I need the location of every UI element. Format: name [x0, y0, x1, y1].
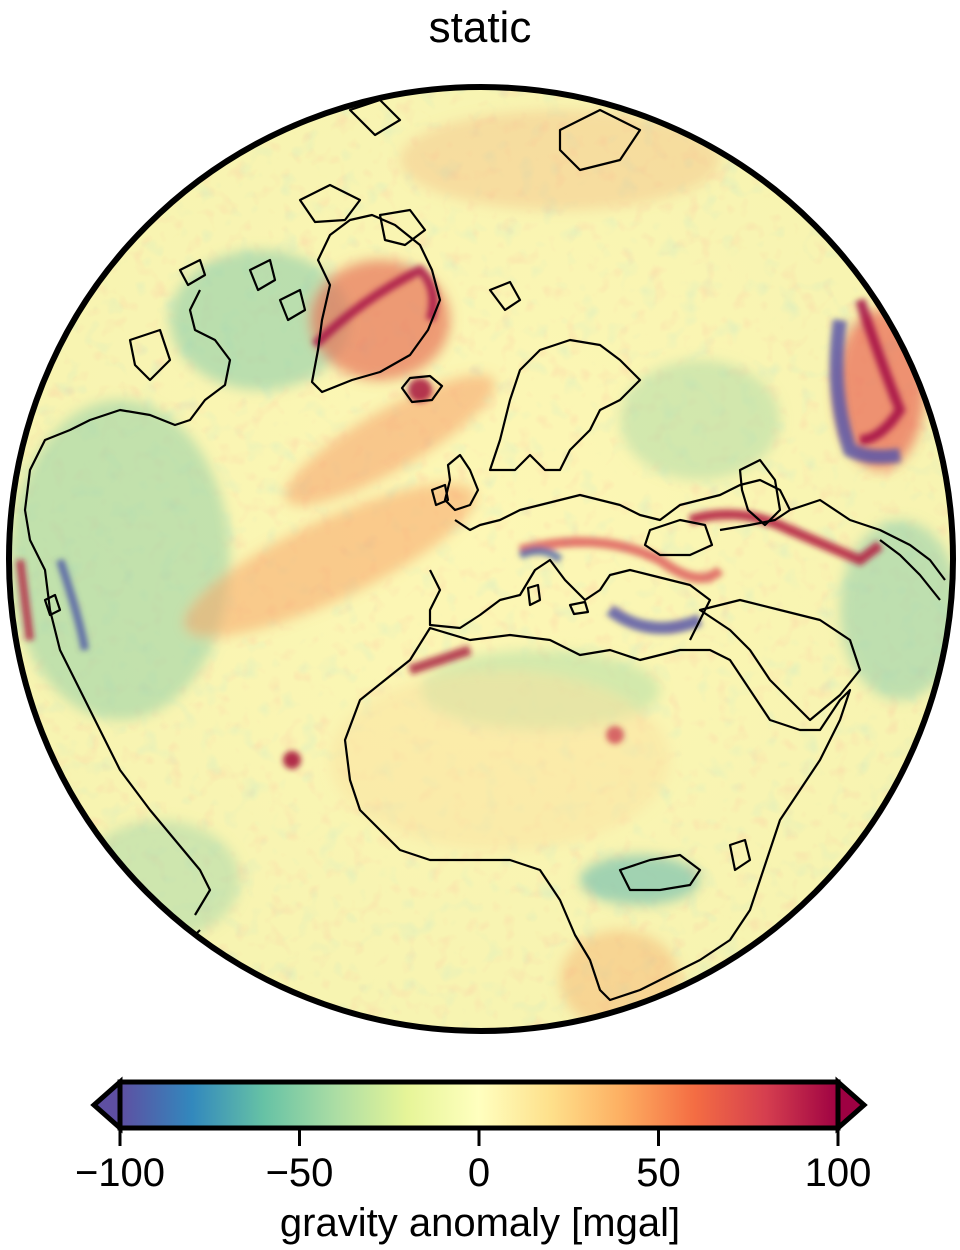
- colorbar-extend-max: [838, 1082, 864, 1128]
- colorbar-tick-label: −100: [75, 1150, 165, 1196]
- colorbar-tick-label: 100: [805, 1150, 872, 1196]
- colorbar-extend-min: [94, 1082, 120, 1128]
- colorbar-tick-label: 50: [636, 1150, 681, 1196]
- colorbar-tick-label: −50: [266, 1150, 334, 1196]
- colorbar-label: gravity anomaly [mgal]: [0, 1200, 960, 1246]
- colorbar-tick-label: 0: [468, 1150, 490, 1196]
- colorbar-gradient: [120, 1082, 838, 1128]
